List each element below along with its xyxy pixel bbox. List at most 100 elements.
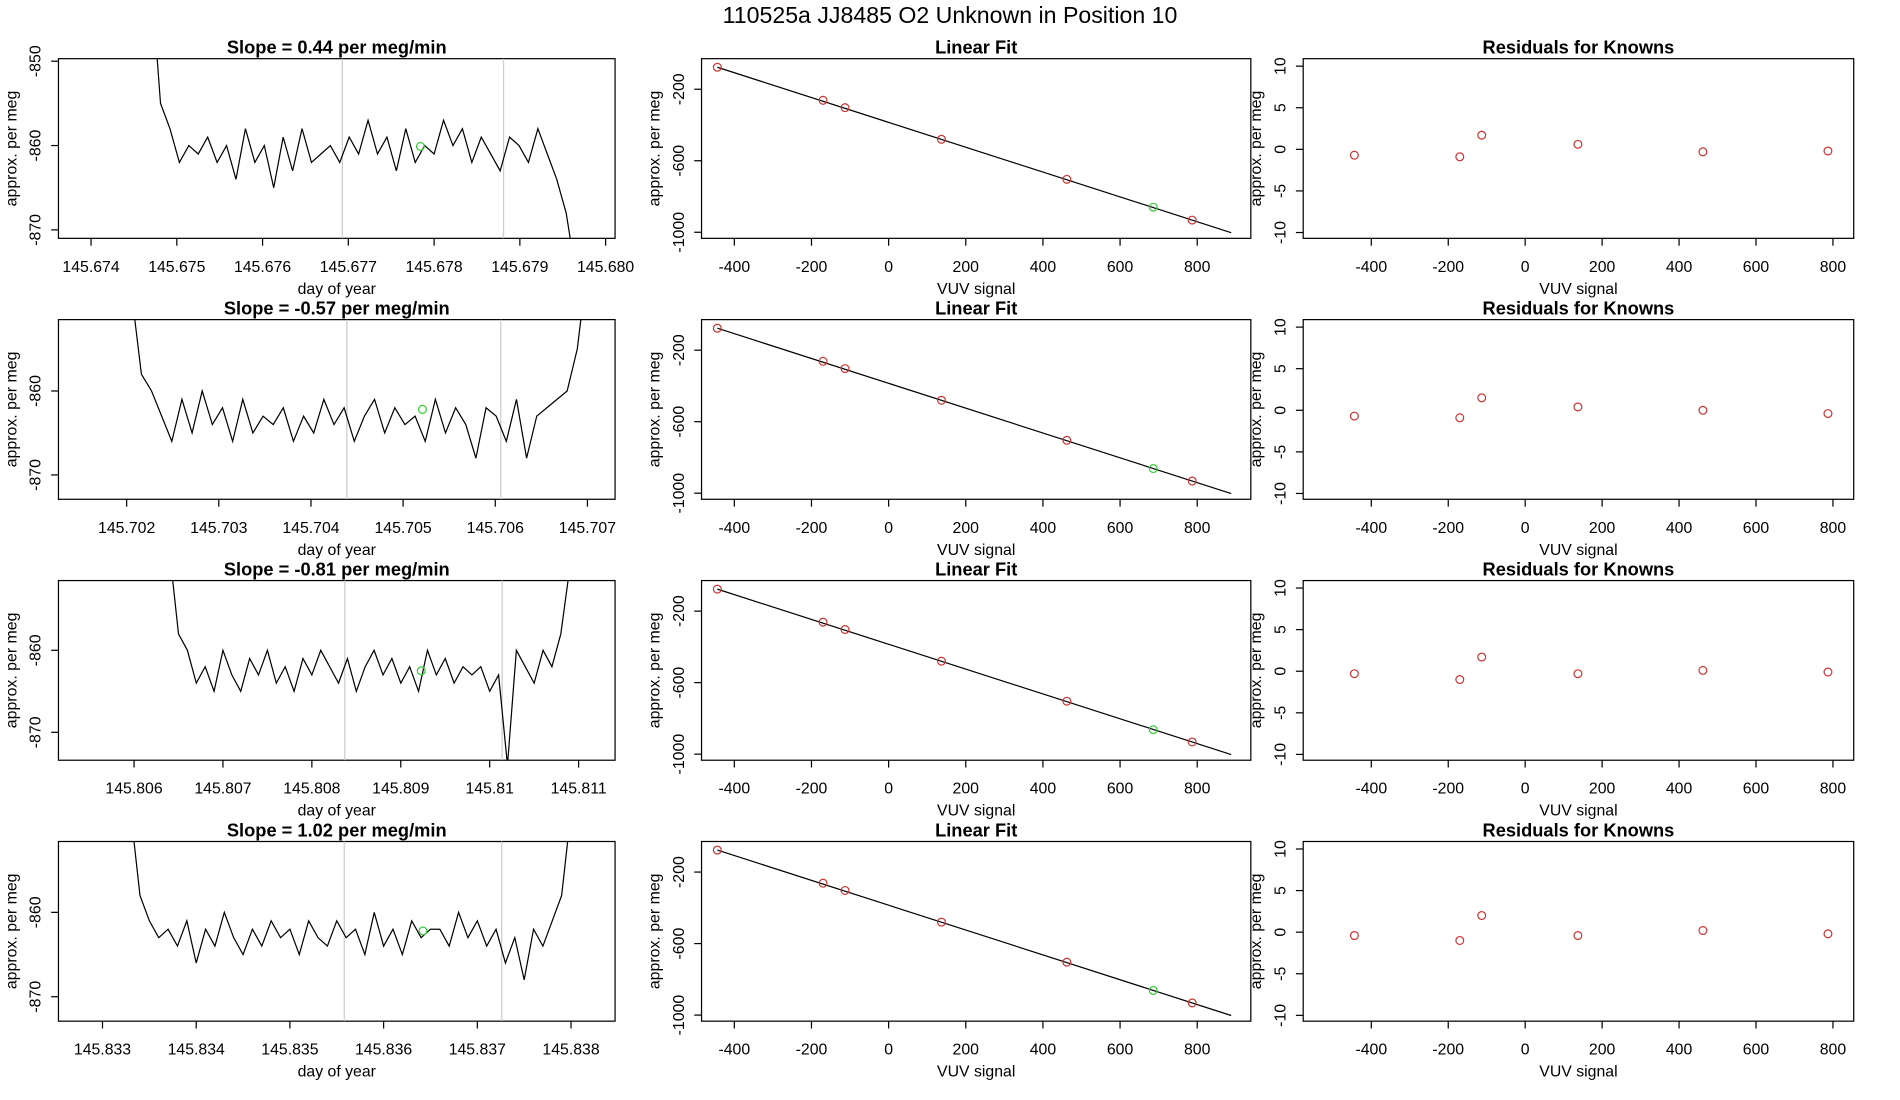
point (840, 625, 850, 635)
y-axis-label: approx. per meg (1248, 873, 1265, 989)
plot-frame (1302, 579, 1855, 761)
panel: Slope = 1.02 per meg/min day of year appro… (3, 820, 616, 1081)
y-tick-label: 10 (1272, 840, 1289, 858)
y-tick-label: -870 (28, 214, 45, 246)
x-tick-label: 145.837 (449, 1042, 506, 1059)
y-axis-label: approx. per meg (3, 91, 20, 207)
point (1062, 174, 1072, 184)
x-tick-label: -200 (796, 781, 828, 798)
x-tick-label: 600 (1743, 259, 1770, 276)
point (818, 617, 828, 627)
x-tick-label: 145.674 (62, 259, 119, 276)
x-tick-label: 600 (1743, 520, 1770, 537)
x-axis-label: VUV signal (1539, 1064, 1617, 1081)
plot-frame (57, 579, 616, 761)
y-tick-label: -870 (28, 981, 45, 1013)
y-axis-label: approx. per meg (646, 91, 663, 207)
y-tick-label: 0 (1272, 406, 1289, 415)
x-tick-label: 400 (1030, 520, 1057, 537)
plot-area (172, 580, 569, 761)
point (1349, 411, 1359, 421)
plot-area (134, 319, 582, 500)
y-axis-label: approx. per meg (3, 352, 20, 468)
panel: Slope = 0.44 per meg/min day of year appro… (3, 37, 634, 298)
plot-area (133, 841, 569, 1022)
x-tick-label: 800 (1184, 781, 1211, 798)
point (1573, 402, 1583, 412)
x-axis-label: VUV signal (937, 803, 1015, 820)
y-tick-label: -5 (1272, 706, 1289, 720)
point (1698, 925, 1708, 936)
panel-title: Linear Fit (935, 820, 1017, 841)
x-tick-label: 400 (1030, 781, 1057, 798)
x-tick-label: 0 (884, 781, 893, 798)
point (1698, 147, 1708, 157)
unknown-point (1148, 985, 1158, 995)
panel: Slope = -0.81 per meg/min day of year appr… (3, 559, 616, 820)
point (1062, 696, 1072, 706)
plot-frame (700, 579, 1252, 761)
y-tick-label: -1000 (671, 212, 688, 253)
x-tick-label: 145.838 (542, 1042, 599, 1059)
point (1698, 665, 1708, 675)
x-tick-label: 600 (1743, 1042, 1770, 1059)
x-tick-label: -200 (1432, 1042, 1464, 1059)
series-line (134, 319, 582, 459)
panel: Slope = -0.57 per meg/min day of year appr… (3, 298, 616, 559)
x-tick-label: 200 (1589, 781, 1616, 798)
point (1823, 146, 1833, 156)
y-tick-label: 5 (1272, 625, 1289, 634)
x-tick-label: -400 (718, 781, 750, 798)
panel-title: Slope = -0.57 per meg/min (224, 298, 450, 319)
point (1062, 957, 1072, 967)
x-tick-label: 145.680 (577, 259, 634, 276)
y-tick-label: 10 (1272, 579, 1289, 597)
plot-area (1349, 393, 1833, 423)
y-tick-label: 0 (1272, 145, 1289, 154)
panel-title: Residuals for Knowns (1483, 37, 1675, 58)
x-tick-label: 400 (1666, 520, 1693, 537)
y-tick-label: -860 (28, 896, 45, 928)
plot-frame (57, 840, 616, 1022)
x-tick-label: 200 (953, 520, 980, 537)
point (1349, 930, 1359, 941)
y-axis-label: approx. per meg (646, 613, 663, 729)
y-tick-label: -5 (1272, 184, 1289, 198)
x-tick-label: 800 (1184, 1042, 1211, 1059)
point (936, 917, 946, 927)
y-tick-label: -5 (1272, 445, 1289, 459)
y-tick-label: -1000 (671, 734, 688, 775)
point (1573, 930, 1583, 941)
x-tick-label: 145.678 (405, 259, 462, 276)
panel-title: Residuals for Knowns (1483, 820, 1675, 841)
panel-title: Slope = 0.44 per meg/min (227, 37, 447, 58)
y-tick-label: 5 (1272, 103, 1289, 112)
panel: Residuals for Knowns VUV signal approx. pe… (1248, 820, 1855, 1081)
point (1823, 409, 1833, 419)
series-line (156, 58, 571, 239)
panel: Linear Fit VUV signal approx. per meg -400 -… (646, 298, 1252, 559)
y-tick-label: 5 (1272, 364, 1289, 373)
y-tick-label: -10 (1272, 482, 1289, 505)
panel-title: Linear Fit (935, 37, 1017, 58)
point (818, 95, 828, 105)
x-tick-label: 400 (1030, 259, 1057, 276)
plot-frame (700, 840, 1252, 1022)
y-tick-label: -10 (1272, 743, 1289, 766)
point (1062, 435, 1072, 445)
point (818, 878, 828, 888)
point (936, 134, 946, 144)
x-tick-label: 600 (1743, 781, 1770, 798)
fit-line (717, 327, 1232, 495)
x-tick-label: 200 (953, 781, 980, 798)
y-axis-label: approx. per meg (1248, 91, 1265, 207)
plot-area (1349, 130, 1833, 162)
main-title: 110525a JJ8485 O2 Unknown in Position 10 (723, 2, 1178, 28)
point (1477, 130, 1487, 140)
x-tick-label: 600 (1107, 259, 1134, 276)
x-tick-label: -200 (796, 259, 828, 276)
y-tick-label: -600 (671, 667, 688, 699)
x-tick-label: 145.809 (372, 781, 429, 798)
plot-frame (700, 58, 1252, 239)
